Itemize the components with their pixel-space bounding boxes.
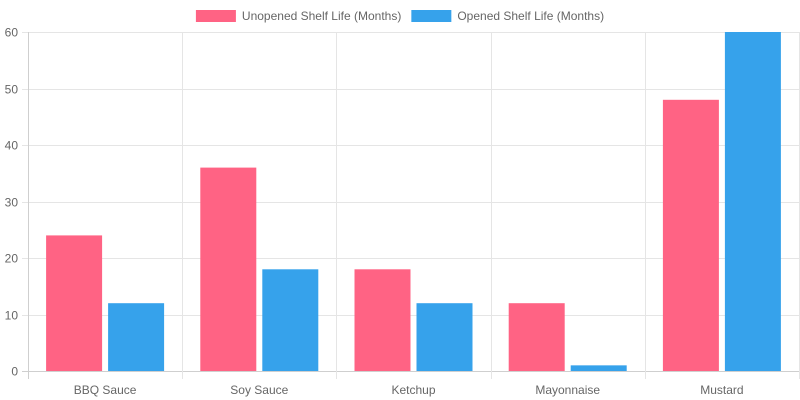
bar-0-0[interactable] [46,235,103,371]
y-tick-label: 0 [11,365,18,379]
x-tick-label: BBQ Sauce [74,383,137,397]
legend-label: Unopened Shelf Life (Months) [242,9,401,23]
bar-1-2[interactable] [416,303,473,371]
y-tick-label: 40 [5,139,19,153]
bar-0-3[interactable] [508,303,565,371]
x-tick-label: Mayonnaise [535,383,600,397]
x-tick-label: Ketchup [391,383,435,397]
chart-legend[interactable]: Unopened Shelf Life (Months) Opened Shelf… [195,9,604,23]
legend-swatch [411,10,452,22]
bar-0-1[interactable] [200,167,257,371]
y-tick-label: 30 [5,196,19,210]
chart-tick-labels: 0 10 20 30 40 50 60 BBQ Sauce Soy Sauce Ketchup Ma… [5,26,744,398]
bar-1-0[interactable] [108,303,165,371]
legend-label: Opened Shelf Life (Months) [457,9,604,23]
bar-1-3[interactable] [570,365,627,371]
x-tick-label: Soy Sauce [230,383,288,397]
chart-bars [46,32,781,372]
y-tick-label: 60 [5,26,19,40]
bar-0-4[interactable] [662,99,719,372]
legend-item-0[interactable]: Unopened Shelf Life (Months) [195,9,401,23]
y-tick-label: 20 [5,252,19,266]
legend-swatch [195,10,236,22]
y-tick-label: 10 [5,309,19,323]
bar-1-4[interactable] [724,32,781,371]
y-tick-label: 50 [5,83,19,97]
bar-1-1[interactable] [262,269,319,371]
bar-0-2[interactable] [354,269,411,371]
x-tick-label: Mustard [700,383,743,397]
legend-item-1[interactable]: Opened Shelf Life (Months) [411,9,604,23]
